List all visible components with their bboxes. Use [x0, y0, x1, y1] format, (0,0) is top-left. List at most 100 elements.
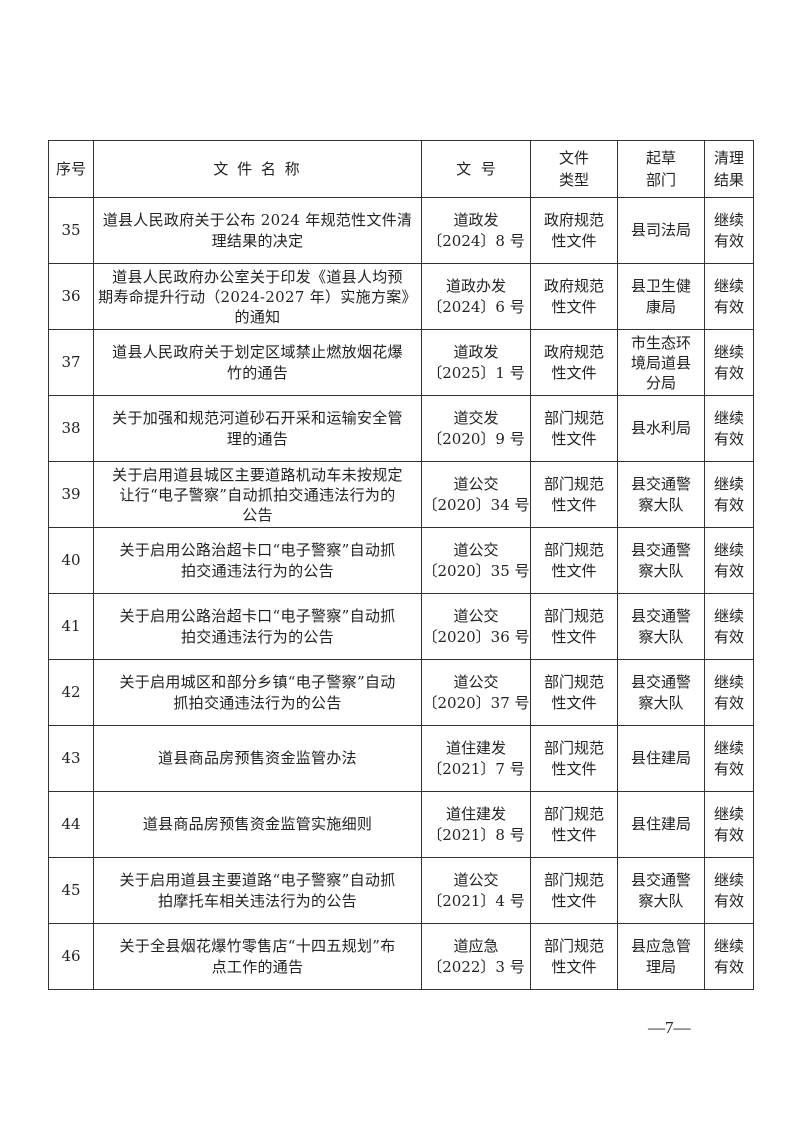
- cell-dept: 县住建局: [617, 725, 705, 792]
- cell-index: 38: [48, 395, 94, 462]
- cell-type: 政府规范 性文件: [530, 329, 618, 396]
- cell-doc-no-line: 〔2020〕9 号: [427, 429, 525, 448]
- cell-name-line: 拍交通违法行为的公告: [180, 561, 334, 580]
- cell-doc-no-line: 〔2025〕1 号: [427, 363, 525, 382]
- cell-name: 关于启用公路治超卡口“电子警察”自动抓 拍交通违法行为的公告: [93, 593, 422, 660]
- cell-result: 继续 有效: [704, 791, 754, 858]
- cell-result-line: 继续: [713, 210, 744, 229]
- cell-name: 关于加强和规范河道砂石开采和运输安全管 理的通告: [93, 395, 422, 462]
- cell-type-line: 部门规范: [543, 672, 604, 691]
- header-dept: 起草 部门: [617, 140, 705, 198]
- cell-dept: 县交通警 察大队: [617, 461, 705, 528]
- cell-index: 35: [48, 197, 94, 264]
- cell-name-line: 关于启用道县主要道路“电子警察”自动抓: [119, 870, 396, 889]
- cell-type-line: 政府规范: [543, 276, 604, 295]
- cell-type-line: 性文件: [551, 825, 597, 844]
- header-type-line: 文件: [558, 149, 589, 167]
- cell-name-line: 点工作的通告: [211, 957, 304, 976]
- cell-dept-line: 县卫生健: [630, 276, 691, 295]
- regulatory-documents-table: 序号 文 件 名 称 文 号 文件 类型 起草 部门 清理 结果 35 道县人民政府关于…: [48, 140, 754, 990]
- table-row: 42 关于启用城区和部分乡镇“电子警察”自动 抓拍交通违法行为的公告 道公交 〔2020…: [48, 659, 754, 726]
- cell-name: 道县商品房预售资金监管办法: [93, 725, 422, 792]
- cell-index: 44: [48, 791, 94, 858]
- cell-type-line: 性文件: [551, 693, 597, 712]
- cell-doc-no: 道应急 〔2022〕3 号: [421, 923, 531, 990]
- cell-dept: 县住建局: [617, 791, 705, 858]
- cell-doc-no-line: 〔2024〕6 号: [427, 297, 525, 316]
- cell-type-line: 性文件: [551, 363, 597, 382]
- table-row: 39 关于启用道县城区主要道路机动车未按规定 让行“电子警察”自动抓拍交通违法行为的…: [48, 461, 754, 528]
- cell-dept: 县应急管 理局: [617, 923, 705, 990]
- table-header-row: 序号 文 件 名 称 文 号 文件 类型 起草 部门 清理 结果: [48, 140, 754, 198]
- cell-dept: 县交通警 察大队: [617, 527, 705, 594]
- cell-result-line: 继续: [713, 342, 744, 361]
- table-body: 35 道县人民政府关于公布 2024 年规范性文件清 理结果的决定 道政发〔2024〕…: [48, 197, 754, 990]
- cell-result: 继续 有效: [704, 197, 754, 264]
- cell-type-line: 部门规范: [543, 738, 604, 757]
- cell-dept: 县交通警 察大队: [617, 659, 705, 726]
- cell-result-line: 有效: [713, 759, 744, 778]
- cell-type-line: 政府规范: [543, 342, 604, 361]
- cell-type-line: 性文件: [551, 891, 597, 910]
- cell-dept-line: 县交通警: [630, 540, 691, 559]
- cell-dept: 县司法局: [617, 197, 705, 264]
- cell-name: 关于启用公路治超卡口“电子警察”自动抓 拍交通违法行为的公告: [93, 527, 422, 594]
- cell-result-line: 继续: [713, 738, 744, 757]
- cell-dept-line: 市生态环: [630, 333, 691, 352]
- cell-result: 继续 有效: [704, 923, 754, 990]
- cell-name-line: 抓拍交通违法行为的公告: [173, 693, 342, 712]
- cell-doc-no-line: 〔2024〕8 号: [427, 231, 525, 250]
- cell-result-line: 有效: [713, 825, 744, 844]
- cell-dept-line: 县住建局: [630, 749, 691, 767]
- cell-dept-line: 康局: [645, 297, 676, 316]
- cell-dept-line: 察大队: [638, 495, 684, 514]
- cell-type: 部门规范 性文件: [530, 857, 618, 924]
- cell-doc-no-line: 道公交: [453, 540, 499, 559]
- cell-type-line: 性文件: [551, 561, 597, 580]
- cell-doc-no-line: 道公交: [453, 606, 499, 625]
- cell-name-line: 关于全县烟花爆竹零售店“十四五规划”布: [119, 936, 396, 955]
- cell-name-line: 道县人民政府关于公布 2024 年规范性文件清: [102, 210, 413, 229]
- table-row: 38 关于加强和规范河道砂石开采和运输安全管 理的通告 道交发 〔2020〕9 号部门规…: [48, 395, 754, 462]
- cell-index: 46: [48, 923, 94, 990]
- cell-index: 40: [48, 527, 94, 594]
- cell-index: 43: [48, 725, 94, 792]
- cell-doc-no: 道公交 〔2020〕35 号: [421, 527, 531, 594]
- cell-result: 继续 有效: [704, 329, 754, 396]
- cell-doc-no-line: 道政发: [453, 210, 499, 229]
- cell-name: 道县人民政府关于划定区域禁止燃放烟花爆 竹的通告: [93, 329, 422, 396]
- header-type-line: 类型: [558, 171, 589, 189]
- cell-doc-no: 道公交 〔2021〕4 号: [421, 857, 531, 924]
- table-row: 43 道县商品房预售资金监管办法 道住建发 〔2021〕7 号部门规范 性文件 县住建局继…: [48, 725, 754, 792]
- cell-name-line: 让行“电子警察”自动抓拍交通违法行为的: [119, 485, 396, 504]
- cell-type: 政府规范 性文件: [530, 263, 618, 330]
- header-type: 文件 类型: [530, 140, 618, 198]
- cell-dept: 县水利局: [617, 395, 705, 462]
- cell-result-line: 继续: [713, 936, 744, 955]
- cell-dept-line: 分局: [645, 373, 676, 392]
- cell-name-line: 理结果的决定: [211, 231, 304, 250]
- cell-result-line: 有效: [713, 957, 744, 976]
- cell-doc-no-line: 〔2022〕3 号: [427, 957, 525, 976]
- cell-type: 部门规范 性文件: [530, 461, 618, 528]
- cell-result-line: 有效: [713, 891, 744, 910]
- cell-name: 关于全县烟花爆竹零售店“十四五规划”布 点工作的通告: [93, 923, 422, 990]
- cell-result-line: 有效: [713, 363, 744, 382]
- table-row: 44 道县商品房预售资金监管实施细则 道住建发 〔2021〕8 号部门规范 性文件 县住建…: [48, 791, 754, 858]
- cell-name-line: 关于启用公路治超卡口“电子警察”自动抓: [119, 540, 396, 559]
- cell-index: 42: [48, 659, 94, 726]
- cell-type: 部门规范 性文件: [530, 593, 618, 660]
- cell-doc-no: 道公交 〔2020〕36 号: [421, 593, 531, 660]
- cell-type-line: 性文件: [551, 429, 597, 448]
- cell-name-line: 关于启用公路治超卡口“电子警察”自动抓: [119, 606, 396, 625]
- cell-name-line: 拍交通违法行为的公告: [180, 627, 334, 646]
- cell-result-line: 有效: [713, 627, 744, 646]
- cell-doc-no-line: 〔2021〕8 号: [427, 825, 525, 844]
- cell-result: 继续 有效: [704, 263, 754, 330]
- header-result: 清理 结果: [704, 140, 754, 198]
- cell-type: 部门规范 性文件: [530, 527, 618, 594]
- cell-type-line: 性文件: [551, 231, 597, 250]
- cell-type-line: 部门规范: [543, 606, 604, 625]
- cell-dept: 县交通警 察大队: [617, 593, 705, 660]
- cell-dept-line: 察大队: [638, 693, 684, 712]
